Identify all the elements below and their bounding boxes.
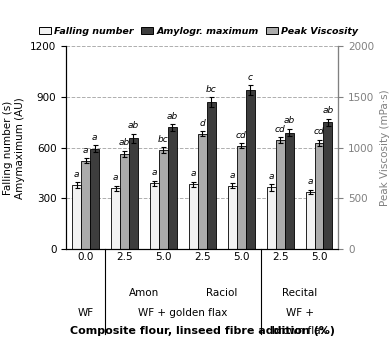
- Bar: [189, 184, 198, 249]
- Text: cd: cd: [236, 131, 247, 140]
- Text: a: a: [230, 171, 235, 180]
- Text: Raciol: Raciol: [206, 288, 237, 298]
- Text: d: d: [200, 119, 205, 128]
- Bar: [324, 122, 332, 249]
- Text: Amon: Amon: [129, 288, 159, 298]
- Bar: [111, 188, 120, 249]
- Bar: [72, 185, 81, 249]
- Bar: [246, 90, 254, 249]
- Bar: [168, 127, 177, 249]
- Text: a: a: [92, 133, 97, 142]
- Bar: [266, 188, 275, 249]
- Y-axis label: Falling number (s)
Amymaximum (AU): Falling number (s) Amymaximum (AU): [3, 97, 25, 199]
- Text: a: a: [268, 172, 274, 181]
- Bar: [90, 148, 99, 249]
- Bar: [207, 102, 216, 249]
- Text: a: a: [83, 146, 88, 155]
- Bar: [198, 134, 207, 249]
- Bar: [284, 132, 293, 249]
- Text: Recital: Recital: [282, 288, 317, 298]
- X-axis label: Composite flour, linseed fibre addition (%): Composite flour, linseed fibre addition …: [70, 326, 335, 336]
- Text: a: a: [152, 168, 157, 177]
- Y-axis label: Peak Viscosity (mPa·s): Peak Viscosity (mPa·s): [380, 89, 389, 206]
- Bar: [150, 183, 159, 249]
- Text: ab: ab: [284, 116, 294, 125]
- Bar: [159, 150, 168, 249]
- Text: ab: ab: [128, 121, 139, 130]
- Text: bc: bc: [158, 135, 169, 144]
- Text: WF +: WF +: [286, 308, 314, 318]
- Text: bc: bc: [206, 85, 217, 94]
- Text: a: a: [191, 169, 196, 178]
- Bar: [237, 146, 246, 249]
- Bar: [275, 140, 284, 249]
- Text: a: a: [74, 169, 79, 178]
- Bar: [314, 143, 323, 249]
- Text: a: a: [307, 177, 313, 186]
- Text: cd: cd: [275, 125, 286, 134]
- Bar: [81, 161, 90, 249]
- Text: c: c: [248, 73, 252, 82]
- Text: ab: ab: [119, 138, 130, 147]
- Bar: [305, 192, 314, 249]
- Text: ab: ab: [322, 106, 333, 115]
- Bar: [120, 154, 129, 249]
- Text: WF: WF: [77, 308, 94, 318]
- Text: brown flax: brown flax: [272, 326, 327, 336]
- Legend: Falling number, Amylogr. maximum, Peak Viscosity: Falling number, Amylogr. maximum, Peak V…: [35, 23, 362, 40]
- Text: WF + golden flax: WF + golden flax: [138, 308, 228, 318]
- Text: ab: ab: [167, 112, 178, 121]
- Bar: [129, 138, 138, 249]
- Text: a: a: [113, 173, 118, 182]
- Bar: [228, 186, 237, 249]
- Text: cd: cd: [314, 127, 324, 136]
